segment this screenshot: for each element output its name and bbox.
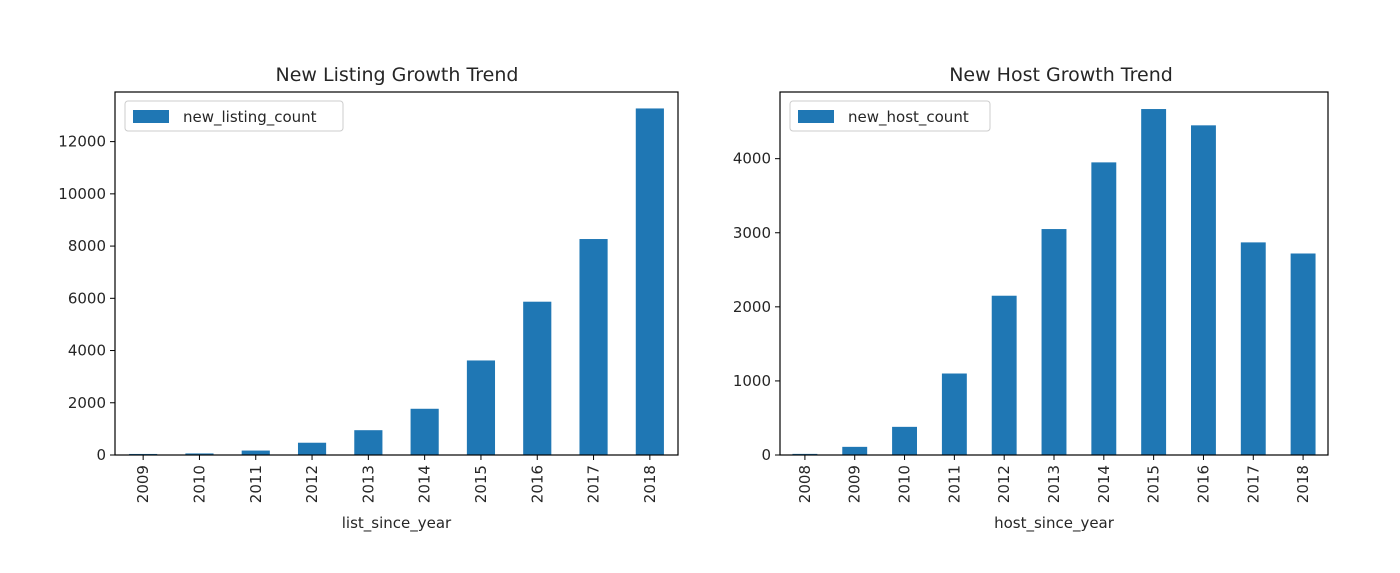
x-tick-label: 2015 bbox=[1145, 465, 1163, 503]
x-tick-label: 2009 bbox=[846, 465, 864, 503]
legend-swatch bbox=[798, 110, 834, 123]
legend-label: new_listing_count bbox=[183, 108, 317, 127]
x-tick-label: 2011 bbox=[247, 465, 265, 503]
y-tick-label: 3000 bbox=[733, 224, 771, 242]
bar-group bbox=[129, 108, 664, 455]
bar bbox=[579, 239, 608, 455]
bar bbox=[466, 360, 496, 455]
tick-group: 2008 2009 2010 2011 2012 2013 2014 2015 2016 2017… bbox=[733, 150, 1312, 504]
bar bbox=[241, 450, 270, 455]
y-tick-label: 0 bbox=[96, 446, 106, 464]
x-tick-label: 2017 bbox=[1244, 465, 1262, 503]
bar bbox=[354, 430, 383, 455]
x-tick-label: 2011 bbox=[945, 465, 963, 503]
bar bbox=[1041, 229, 1067, 455]
y-tick-label: 8000 bbox=[68, 237, 106, 255]
legend: new_listing_count bbox=[124, 100, 344, 132]
bar bbox=[185, 453, 214, 455]
y-tick-label: 2000 bbox=[733, 298, 771, 316]
x-tick-label: 2017 bbox=[585, 465, 603, 503]
tick-group: 2009 2010 2011 2012 2013 2014 2015 2016 2017 2018… bbox=[58, 133, 659, 504]
y-tick-label: 10000 bbox=[58, 185, 106, 203]
legend-box bbox=[124, 100, 344, 132]
x-tick-label: 2012 bbox=[995, 465, 1013, 503]
bar bbox=[1240, 242, 1266, 455]
bar bbox=[1141, 109, 1167, 456]
x-tick-label: 2016 bbox=[528, 465, 546, 503]
chart-title: New Listing Growth Trend bbox=[276, 64, 519, 86]
x-axis-label: list_since_year bbox=[342, 514, 452, 533]
new-listing-chart: New Listing Growth Trend 2009 2010 2011 201… bbox=[58, 64, 679, 533]
x-tick-label: 2015 bbox=[472, 465, 490, 503]
legend-box bbox=[789, 100, 991, 132]
y-tick-label: 4000 bbox=[733, 150, 771, 168]
x-tick-label: 2016 bbox=[1194, 465, 1212, 503]
chart-title: New Host Growth Trend bbox=[949, 64, 1173, 86]
legend-swatch bbox=[133, 110, 169, 123]
legend: new_host_count bbox=[789, 100, 991, 132]
y-tick-label: 1000 bbox=[733, 372, 771, 390]
bar bbox=[1191, 125, 1216, 455]
x-tick-label: 2018 bbox=[641, 465, 659, 503]
x-tick-label: 2014 bbox=[416, 465, 434, 503]
x-tick-label: 2009 bbox=[134, 465, 152, 503]
bar-group bbox=[792, 109, 1316, 456]
x-tick-label: 2013 bbox=[359, 465, 377, 503]
bar bbox=[635, 108, 664, 455]
y-tick-label: 6000 bbox=[68, 289, 106, 307]
y-tick-label: 4000 bbox=[68, 342, 106, 360]
bar bbox=[410, 408, 439, 455]
x-tick-label: 2018 bbox=[1294, 465, 1312, 503]
new-host-chart: New Host Growth Trend 2008 2009 2010 2011 20… bbox=[733, 64, 1329, 533]
axes-frame bbox=[779, 91, 1329, 456]
bar bbox=[297, 442, 327, 455]
y-tick-label: 12000 bbox=[58, 133, 106, 151]
axes-frame bbox=[114, 91, 679, 456]
bar bbox=[842, 446, 868, 455]
x-tick-label: 2010 bbox=[190, 465, 208, 503]
x-tick-label: 2013 bbox=[1045, 465, 1063, 503]
legend-label: new_host_count bbox=[848, 108, 969, 127]
y-tick-label: 2000 bbox=[68, 394, 106, 412]
x-tick-label: 2014 bbox=[1095, 465, 1113, 503]
x-tick-label: 2012 bbox=[303, 465, 321, 503]
bar bbox=[1091, 162, 1117, 455]
bar bbox=[1290, 253, 1316, 455]
x-axis-label: host_since_year bbox=[994, 514, 1115, 533]
x-tick-label: 2010 bbox=[896, 465, 914, 503]
bar bbox=[523, 301, 552, 455]
bar bbox=[892, 426, 917, 455]
bar bbox=[941, 373, 967, 455]
bar bbox=[991, 295, 1017, 455]
x-tick-label: 2008 bbox=[796, 465, 814, 503]
y-tick-label: 0 bbox=[761, 446, 771, 464]
